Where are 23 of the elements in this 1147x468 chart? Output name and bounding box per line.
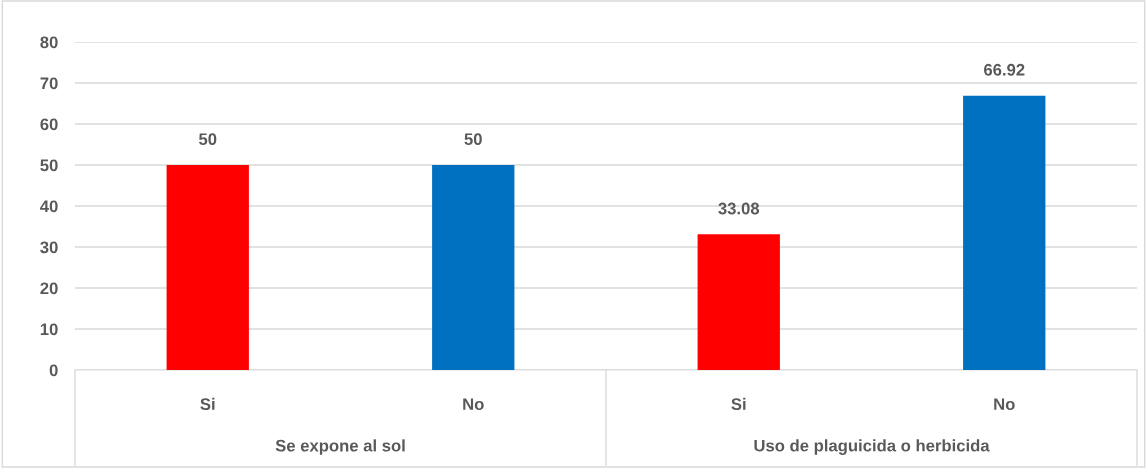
data-label: 50 [198, 133, 217, 146]
y-tick-label: 50 [40, 159, 58, 172]
y-tick-label: 60 [40, 118, 58, 131]
data-label: 66.92 [984, 63, 1025, 76]
x-tick-label: No [463, 398, 484, 411]
x-tick-label: Si [200, 397, 215, 411]
data-label: 50 [464, 133, 482, 146]
text: Se expone al sol [275, 439, 405, 455]
y-tick-label: 70 [40, 77, 58, 90]
y-tick-label: 10 [40, 323, 58, 336]
bar [697, 234, 780, 370]
x-tick-label: Si [731, 397, 746, 411]
bar [432, 165, 515, 370]
bar [963, 95, 1046, 370]
y-tick-label: 80 [40, 36, 58, 49]
y-tick-label: 40 [40, 200, 58, 213]
y-tick-label: 20 [40, 282, 58, 295]
text: Uso de plaguicida o herbicida [754, 439, 990, 455]
y-tick-label: 30 [40, 241, 58, 254]
bar [166, 165, 249, 370]
x-tick-label: No [994, 398, 1015, 411]
data-label: 33.08 [718, 202, 760, 215]
y-tick-label: 0 [49, 364, 58, 377]
